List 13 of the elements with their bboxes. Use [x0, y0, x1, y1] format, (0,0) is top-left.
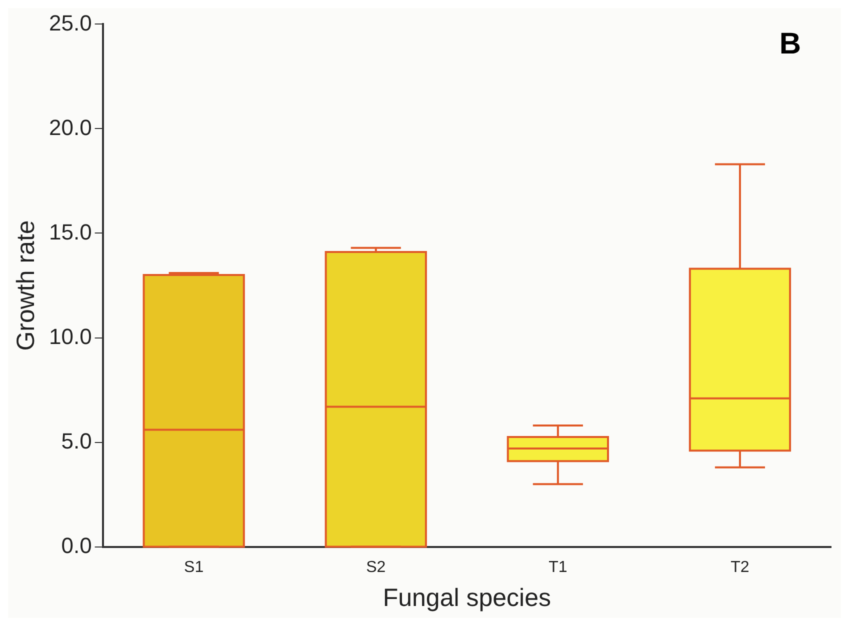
y-tick-label: 0.0 [61, 532, 92, 558]
x-tick-label: S2 [366, 558, 386, 576]
y-axis-title: Growth rate [12, 220, 40, 351]
y-tick-label: 5.0 [61, 428, 92, 454]
annotation: B [779, 27, 801, 60]
y-tick-label: 10.0 [48, 324, 92, 349]
y-tick-label: 25.0 [48, 10, 92, 36]
y-tick-label: 20.0 [48, 114, 92, 140]
x-tick-label: S1 [184, 558, 204, 576]
x-axis-title: Fungal species [382, 584, 551, 612]
y-tick-label: 15.0 [48, 219, 92, 244]
x-tick-label: T2 [730, 558, 750, 576]
x-tick-label: T1 [548, 558, 568, 576]
